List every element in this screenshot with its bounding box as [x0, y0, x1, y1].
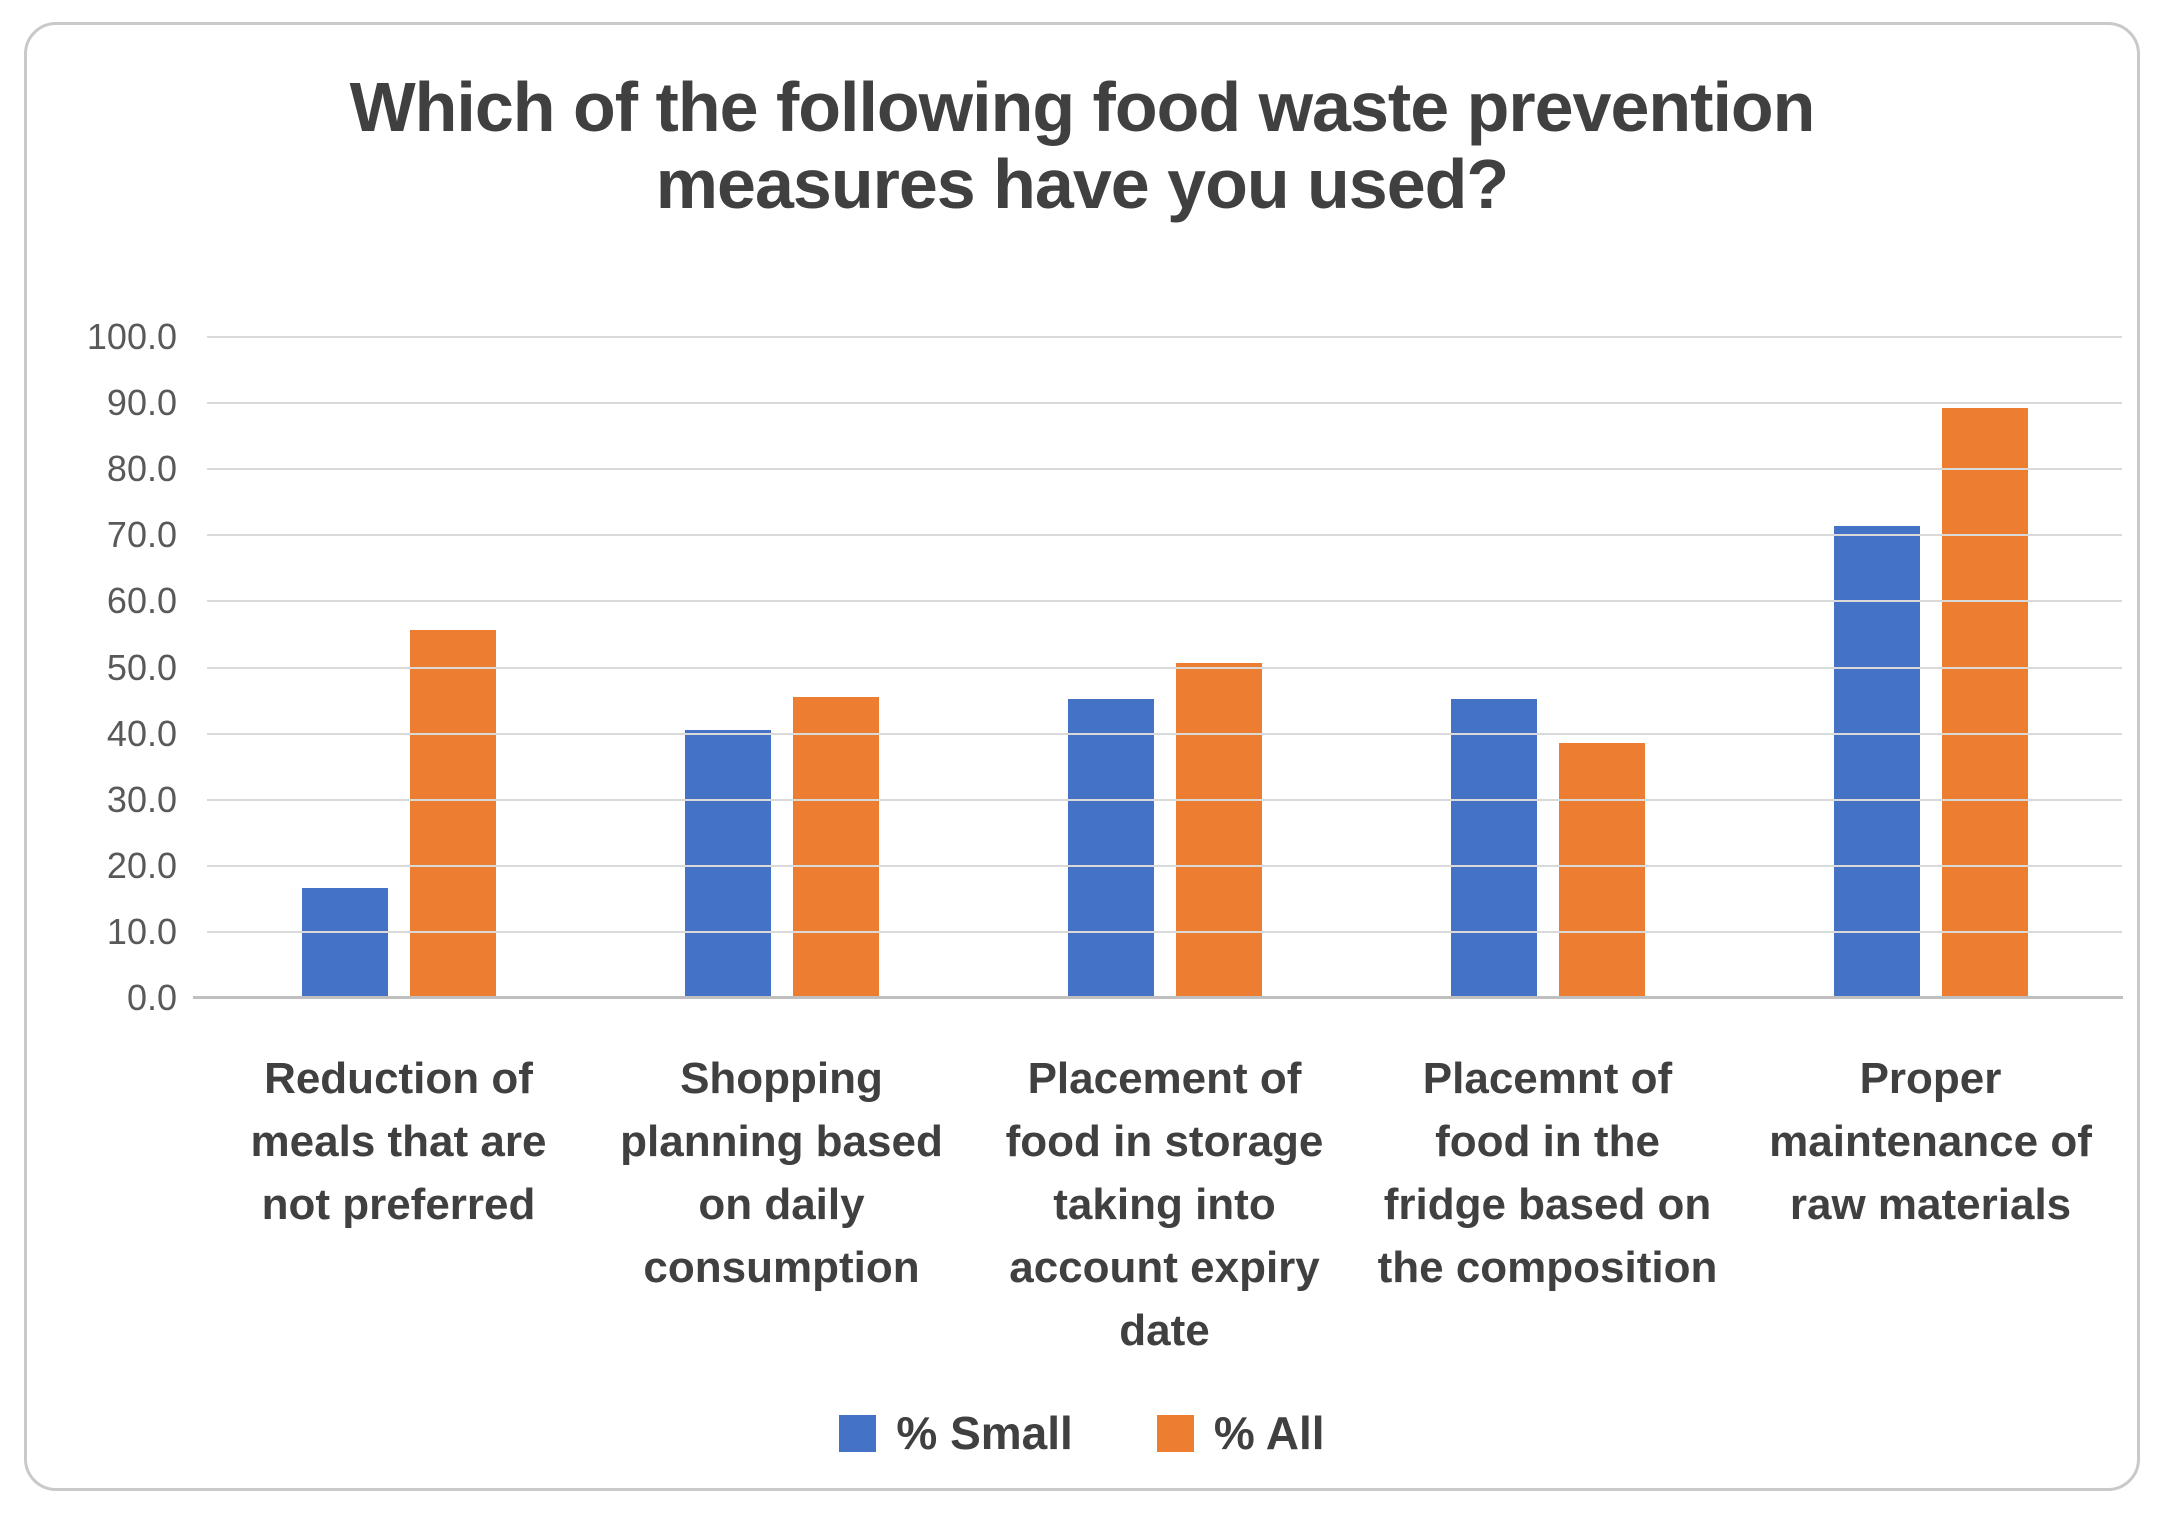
- gridline: [207, 534, 2122, 537]
- y-tick-label: 80.0: [106, 448, 177, 490]
- category-label: Placemnt of food in the fridge based on …: [1377, 1054, 1718, 1292]
- legend-item: % Small: [839, 1406, 1073, 1460]
- category-label-cell: Placemnt of food in the fridge based on …: [1356, 1047, 1739, 1299]
- plot-area: [207, 336, 2122, 998]
- y-tick-label: 90.0: [106, 382, 177, 424]
- y-axis: 100.0 90.0 80.0 70.0 60.0 50.0 40.0 30.0 20.0 10.…: [47, 316, 177, 1018]
- category-label-cell: Placement of food in storage taking into…: [973, 1047, 1356, 1362]
- category-label: Proper maintenance of raw materials: [1769, 1054, 2092, 1229]
- bar-groups: [207, 337, 2122, 998]
- bar-group: [1356, 337, 1739, 998]
- bar-percent-small: [1833, 526, 1920, 998]
- bar-group: [973, 337, 1356, 998]
- bar-percent-all: [792, 697, 879, 998]
- bar-percent-small: [1067, 699, 1154, 998]
- y-tick-label: 10.0: [106, 910, 177, 952]
- gridline: [207, 666, 2122, 669]
- y-tick-label: 50.0: [106, 646, 177, 688]
- legend-label: % All: [1213, 1407, 1325, 1459]
- bar-percent-small: [1450, 699, 1537, 998]
- category-label-cell: Proper maintenance of raw materials: [1739, 1047, 2122, 1236]
- bar-group: [1739, 337, 2122, 998]
- y-tick-label: 100.0: [86, 316, 177, 357]
- category-label-cell: Reduction of meals that are not preferre…: [207, 1047, 590, 1236]
- bar-percent-small: [684, 730, 771, 998]
- y-tick-label: 0.0: [126, 977, 177, 1018]
- category-label: Shopping planning based on daily consump…: [620, 1054, 943, 1292]
- x-axis-labels: Reduction of meals that are not preferre…: [207, 1047, 2122, 1362]
- y-tick-label: 30.0: [106, 778, 177, 820]
- gridline: [207, 600, 2122, 603]
- legend-label: % Small: [896, 1407, 1073, 1459]
- category-label: Placement of food in storage taking into…: [1005, 1054, 1324, 1355]
- y-tick-label: 40.0: [106, 712, 177, 754]
- bar-percent-all: [1941, 408, 2028, 998]
- category-label: Reduction of meals that are not preferre…: [250, 1054, 547, 1229]
- bar-group: [590, 337, 973, 998]
- bar-group: [207, 337, 590, 998]
- chart-title: Which of the following food waste preven…: [349, 68, 1816, 223]
- chart-frame: Which of the following food waste preven…: [24, 22, 2140, 1491]
- bar-percent-all: [1175, 662, 1262, 998]
- legend: % Small % All: [27, 1406, 2137, 1460]
- gridline: [207, 402, 2122, 405]
- y-tick-label: 60.0: [106, 580, 177, 622]
- gridline: [207, 336, 2122, 338]
- gridline: [207, 732, 2122, 735]
- y-tick-label: 70.0: [106, 514, 177, 556]
- y-tick-label: 20.0: [106, 844, 177, 886]
- legend-item: % All: [1156, 1406, 1325, 1460]
- gridline: [207, 798, 2122, 801]
- category-label-cell: Shopping planning based on daily consump…: [590, 1047, 973, 1299]
- bar-percent-all: [1558, 742, 1645, 998]
- gridline: [207, 468, 2122, 471]
- gridline: [207, 864, 2122, 867]
- legend-swatch: [839, 1414, 877, 1452]
- bar-percent-all: [409, 630, 496, 998]
- bar-percent-small: [301, 887, 388, 998]
- gridline: [207, 930, 2122, 933]
- x-axis-line: [193, 996, 2123, 999]
- legend-swatch: [1156, 1414, 1194, 1452]
